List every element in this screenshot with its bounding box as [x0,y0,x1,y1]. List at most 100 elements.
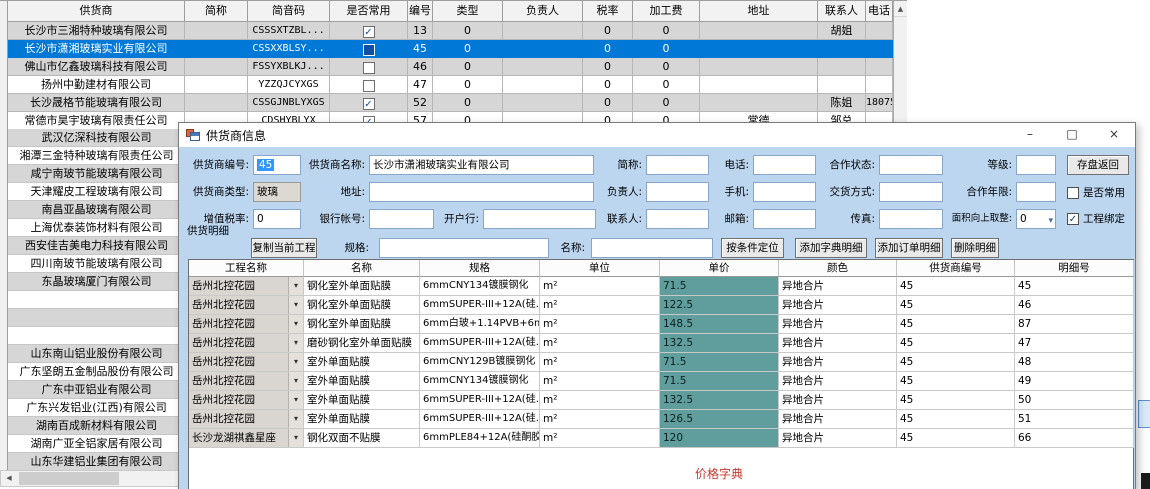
grid-cell[interactable]: 室外单面贴膜 [304,372,420,391]
cell-supplier[interactable]: 佛山市亿鑫玻璃科技有限公司 [8,58,185,76]
combo-dropdown-icon[interactable]: ▾ [288,410,303,428]
add-dictionary-detail-button[interactable]: 添加字典明细 [795,238,867,258]
combo-dropdown-icon[interactable]: ▾ [288,296,303,314]
grid-cell[interactable]: 钢化室外单面贴膜 [304,315,420,334]
grid-cell[interactable]: 6mmPLE84+12A(硅酮胶... [420,429,540,448]
maximize-icon[interactable]: □ [1066,127,1078,141]
locate-by-condition-button[interactable]: 按条件定位 [721,238,784,258]
cell-code[interactable]: FSSYXBLKJ... [248,58,330,76]
common-use-checkbox[interactable]: 是否常用 [1067,184,1125,200]
grid-cell[interactable]: 6mmSUPER-III+12A(硅... [420,391,540,410]
coop-status-field[interactable] [879,155,943,175]
cell-manager[interactable] [503,58,583,76]
column-header-contact[interactable]: 联系人 [818,1,866,22]
grid-cell[interactable]: 6mmSUPER-III+12A(硅... [420,296,540,315]
supplier-list-item[interactable]: 咸宁南玻节能玻璃有限公司 [8,165,185,183]
column-header-supplier[interactable]: 供货商 [8,1,185,22]
vat-rate-field[interactable]: 0 [253,209,301,229]
grid-cell[interactable]: 长沙龙湖祺鑫星座 ▾ [189,429,304,448]
grid-cell[interactable]: 66 [1015,429,1134,448]
grid-cell[interactable]: 异地合片 [779,334,897,353]
delivery-method-field[interactable] [879,182,943,202]
phone-field[interactable] [753,155,816,175]
grid-cell[interactable]: 岳州北控花园 ▾ [189,277,304,296]
cell-contact[interactable]: 胡姐 [818,22,866,40]
cell-address[interactable] [700,40,818,58]
cell-common[interactable]: ✓ [330,94,408,112]
grid-cell[interactable]: 132.5 [660,391,779,410]
column-header-fee[interactable]: 加工费 [633,1,700,22]
fax-field[interactable] [879,209,943,229]
cell-id[interactable]: 46 [408,58,433,76]
cell-common[interactable]: ✓ [330,22,408,40]
supplier-list-item[interactable]: 四川南玻节能玻璃有限公司 [8,255,185,273]
grade-field[interactable] [1016,155,1056,175]
cell-tax[interactable]: 0 [583,58,633,76]
grid-cell[interactable]: m² [540,372,660,391]
combo-dropdown-icon[interactable]: ▾ [288,277,303,295]
supplier-type-field[interactable]: 玻璃 [253,182,301,202]
contact-person-field[interactable] [646,209,709,229]
cell-phone[interactable] [866,40,893,58]
copy-current-project-button[interactable]: 复制当前工程 [251,238,317,258]
project-binding-checkbox[interactable]: ✓ 工程绑定 [1067,210,1125,226]
cell-abbr[interactable] [185,40,248,58]
scroll-up-icon[interactable]: ▲ [894,2,907,17]
manager-field[interactable] [646,182,709,202]
grid-cell[interactable]: 岳州北控花园 ▾ [189,410,304,429]
grid-cell[interactable]: 异地合片 [779,353,897,372]
spec-filter-input[interactable] [379,238,549,258]
grid-cell[interactable]: 45 [1015,277,1134,296]
grid-cell[interactable]: 71.5 [660,277,779,296]
delete-detail-button[interactable]: 删除明细 [951,238,999,258]
cell-tax[interactable]: 0 [583,76,633,94]
grid-cell[interactable]: 异地合片 [779,391,897,410]
combo-dropdown-icon[interactable]: ▾ [288,353,303,371]
grid-cell[interactable]: 岳州北控花园 ▾ [189,353,304,372]
cell-type[interactable]: 0 [433,22,503,40]
column-header-type[interactable]: 类型 [433,1,503,22]
grid-cell[interactable]: 岳州北控花园 ▾ [189,334,304,353]
grid-cell[interactable]: 异地合片 [779,410,897,429]
grid-column-header[interactable]: 工程名称 [189,260,304,277]
combo-dropdown-icon[interactable]: ▾ [288,429,303,447]
cell-supplier[interactable]: 常德市昊宇玻璃有限责任公司 [8,112,185,130]
grid-cell[interactable]: 钢化室外单面贴膜 [304,296,420,315]
column-header-tax[interactable]: 税率 [583,1,633,22]
grid-cell[interactable]: 45 [897,410,1015,429]
scrollbar-thumb[interactable] [19,472,119,485]
grid-cell[interactable]: 6mmSUPER-III+12A(硅... [420,334,540,353]
cell-phone[interactable]: 180751 [866,94,893,112]
grid-cell[interactable]: 6mmSUPER-III+12A(硅... [420,410,540,429]
column-header-address[interactable]: 地址 [700,1,818,22]
supplier-list-item[interactable]: 山东南山铝业股份有限公司 [8,345,185,363]
supplier-list-item[interactable]: 广东中亚铝业有限公司 [8,381,185,399]
minimize-icon[interactable]: – [1027,127,1033,141]
grid-cell[interactable]: 钢化室外单面贴膜 [304,277,420,296]
cell-supplier[interactable]: 长沙市三湘特种玻璃有限公司 [8,22,185,40]
cell-type[interactable]: 0 [433,40,503,58]
cell-manager[interactable] [503,40,583,58]
supplier-name-field[interactable]: 长沙市潇湘玻璃实业有限公司 [369,155,594,175]
grid-cell[interactable]: 岳州北控花园 ▾ [189,372,304,391]
grid-cell[interactable]: 岳州北控花园 ▾ [189,315,304,334]
combo-dropdown-icon[interactable]: ▾ [288,315,303,333]
grid-cell[interactable]: m² [540,315,660,334]
supplier-list-item[interactable]: 天津耀皮工程玻璃有限公司 [8,183,185,201]
supplier-list-item[interactable]: 湖南百成新材料有限公司 [8,417,185,435]
grid-cell[interactable]: 132.5 [660,334,779,353]
cell-tax[interactable]: 0 [583,94,633,112]
supplier-list-item[interactable]: 湖南广亚全铝家居有限公司 [8,435,185,453]
cell-code[interactable]: CSSSXTZBL... [248,22,330,40]
grid-cell[interactable]: m² [540,429,660,448]
supplier-id-field[interactable]: 45 [253,155,301,175]
cell-type[interactable]: 0 [433,58,503,76]
grid-cell[interactable]: 71.5 [660,372,779,391]
cell-id[interactable]: 45 [408,40,433,58]
cell-supplier[interactable]: 长沙晟格节能玻璃有限公司 [8,94,185,112]
grid-cell[interactable]: 148.5 [660,315,779,334]
combo-dropdown-icon[interactable]: ▾ [288,372,303,390]
grid-cell[interactable]: 室外单面贴膜 [304,410,420,429]
cell-abbr[interactable] [185,94,248,112]
supplier-list-item[interactable]: 山东华建铝业集团有限公司 [8,453,185,471]
